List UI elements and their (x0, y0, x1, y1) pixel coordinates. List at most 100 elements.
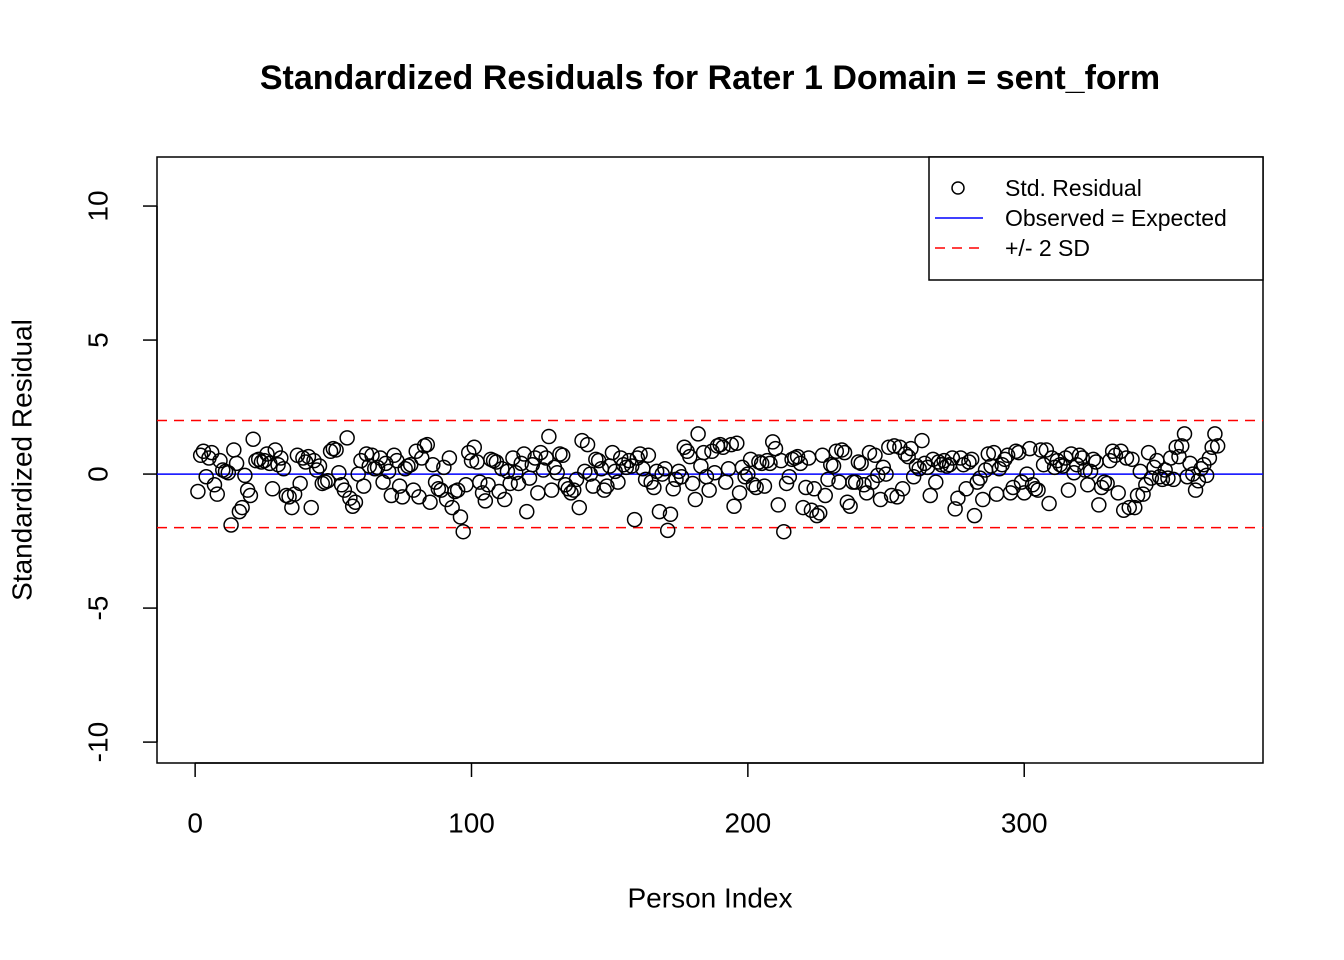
data-point (419, 436, 436, 453)
data-point (718, 474, 734, 490)
data-point (538, 450, 554, 466)
data-point (331, 464, 347, 481)
data-point (963, 451, 980, 468)
data-point (1176, 426, 1193, 442)
data-point (425, 456, 441, 473)
legend-symbol (951, 181, 965, 195)
data-point (712, 436, 728, 453)
data-point (339, 430, 355, 446)
data-point (311, 458, 328, 474)
data-point (444, 499, 460, 516)
data-point (455, 523, 471, 540)
data-point (499, 463, 516, 480)
data-point (306, 452, 322, 469)
data-point (1110, 485, 1126, 501)
data-point (358, 446, 375, 462)
data-point (1118, 450, 1135, 466)
data-point (1102, 452, 1118, 469)
data-point (203, 444, 220, 461)
legend-label: Observed = Expected (1005, 205, 1227, 231)
data-point (759, 452, 775, 469)
data-point (908, 458, 925, 474)
data-point (1160, 470, 1176, 486)
data-point (858, 485, 875, 501)
data-point (209, 486, 225, 502)
data-point (811, 505, 828, 521)
data-point (836, 444, 853, 461)
data-point (662, 506, 679, 523)
data-point (778, 475, 795, 492)
data-point (1038, 442, 1055, 458)
data-point (394, 489, 411, 505)
data-point (856, 477, 872, 493)
data-point (776, 523, 792, 540)
data-point (1187, 482, 1204, 498)
y-axis-label: Standardized Residual (6, 319, 37, 601)
data-point (1207, 426, 1223, 442)
legend-label: Std. Residual (1005, 175, 1142, 201)
data-point (1129, 487, 1146, 504)
data-point (1099, 475, 1115, 492)
data-point (792, 455, 809, 472)
data-point (870, 467, 886, 484)
data-point (190, 483, 206, 500)
data-point (369, 459, 386, 476)
data-point (519, 503, 535, 520)
data-point (375, 474, 391, 490)
data-point (466, 439, 483, 456)
data-point (742, 451, 759, 468)
data-point (438, 491, 455, 508)
data-point (604, 444, 621, 461)
data-point (378, 455, 394, 472)
data-point (966, 507, 983, 524)
data-point (972, 470, 988, 486)
data-point (292, 475, 308, 492)
data-point (422, 494, 438, 510)
x-tick-label: 0 (187, 807, 203, 838)
data-point (543, 482, 560, 498)
data-point (1060, 482, 1077, 498)
data-point (853, 455, 869, 472)
data-point (220, 464, 237, 481)
data-point (881, 439, 897, 456)
data-point (1010, 444, 1027, 461)
data-point (894, 481, 911, 497)
data-point (701, 482, 717, 498)
data-point (839, 494, 856, 510)
data-point (441, 450, 458, 466)
data-point (814, 447, 831, 464)
data-point (803, 502, 820, 519)
data-point (496, 491, 513, 508)
data-point (532, 444, 549, 461)
data-point (1198, 467, 1215, 484)
data-point (889, 489, 905, 505)
data-point (554, 447, 571, 464)
data-point (698, 469, 715, 485)
data-point (541, 428, 557, 445)
data-point (764, 434, 781, 450)
data-point (1082, 463, 1099, 480)
data-point (402, 456, 419, 473)
data-point (328, 442, 344, 458)
data-point (842, 498, 858, 514)
data-point (729, 435, 745, 451)
data-point (825, 458, 842, 474)
data-point (1124, 451, 1140, 468)
data-point (1209, 438, 1226, 454)
data-point (596, 482, 612, 498)
y-tick-label: -5 (82, 596, 113, 621)
data-point (1190, 473, 1207, 489)
data-point (1077, 462, 1093, 478)
data-point (449, 482, 466, 498)
data-point (950, 490, 966, 506)
data-point (491, 483, 507, 500)
data-point (834, 442, 850, 458)
data-point (264, 481, 281, 497)
data-point (1091, 497, 1107, 513)
data-point (651, 503, 668, 520)
data-point (347, 494, 364, 510)
data-point (1143, 470, 1160, 486)
data-point (223, 517, 239, 533)
data-point (659, 522, 676, 539)
data-point (693, 458, 709, 474)
